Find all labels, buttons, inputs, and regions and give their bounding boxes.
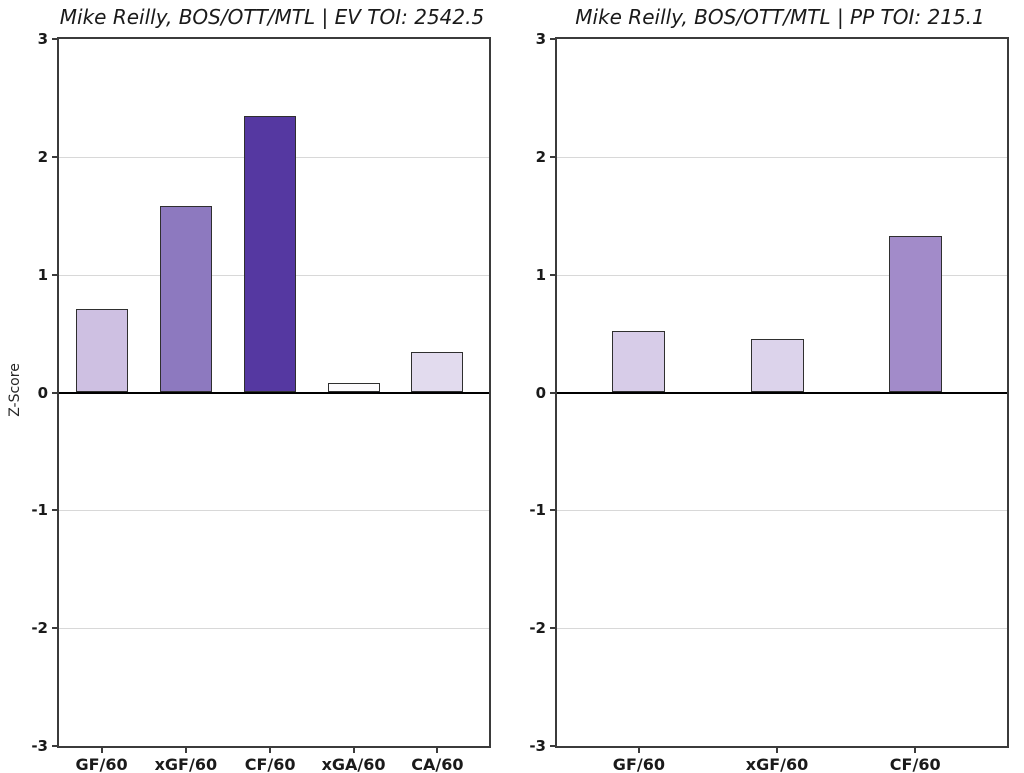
y-tick-label: 2	[37, 147, 48, 166]
y-tick-mark	[550, 745, 555, 747]
grid-line	[557, 510, 1007, 512]
bar-gf60	[612, 331, 666, 393]
x-tick-mark	[436, 748, 439, 753]
y-tick-label: -2	[31, 619, 48, 638]
y-tick-mark	[52, 273, 57, 276]
x-tick-mark	[637, 748, 640, 753]
x-tick-label: CF/60	[889, 755, 941, 773]
y-tick-mark	[550, 155, 555, 158]
y-tick-mark	[52, 627, 57, 630]
y-tick-label: -1	[529, 501, 546, 520]
x-tick-mark	[100, 748, 103, 753]
pp-chart-panel: Mike Reilly, BOS/OTT/MTL | PP TOI: 215.1…	[512, 0, 1024, 773]
y-tick-label: 1	[37, 265, 48, 284]
ev-plot-area	[57, 37, 491, 748]
x-tick-mark	[776, 748, 779, 753]
y-tick-mark	[52, 509, 57, 512]
zero-line	[59, 391, 489, 394]
grid-line	[557, 628, 1007, 630]
y-tick-mark	[52, 155, 57, 158]
x-tick-label: xGF/60	[154, 755, 218, 773]
bar-cf60	[888, 235, 942, 393]
y-tick-label: -3	[529, 737, 546, 755]
y-tick-label: 0	[535, 383, 546, 402]
grid-line	[557, 274, 1007, 276]
grid-line	[59, 628, 489, 630]
y-tick-mark	[550, 627, 555, 630]
y-tick-label: 0	[37, 383, 48, 402]
y-tick-label: 3	[37, 30, 48, 48]
y-tick-label: 1	[535, 265, 546, 284]
grid-line	[59, 510, 489, 512]
bar-cf60	[244, 115, 297, 393]
bar-ca60	[411, 352, 464, 393]
bar-xgf60	[750, 339, 804, 393]
y-tick-mark	[52, 745, 57, 747]
y-tick-label: -2	[529, 619, 546, 638]
y-tick-label: -3	[31, 737, 48, 755]
y-tick-mark	[550, 391, 555, 394]
x-tick-mark	[269, 748, 272, 753]
grid-line	[557, 156, 1007, 158]
y-tick-mark	[550, 273, 555, 276]
y-tick-mark	[550, 38, 555, 40]
x-tick-mark	[914, 748, 917, 753]
x-tick-label: CF/60	[244, 755, 296, 773]
pp-plot-area	[555, 37, 1009, 748]
pp-chart-title: Mike Reilly, BOS/OTT/MTL | PP TOI: 215.1	[575, 5, 985, 29]
y-tick-label: -1	[31, 501, 48, 520]
x-tick-label: GF/60	[75, 755, 128, 773]
x-tick-label: CA/60	[411, 755, 464, 773]
zero-line	[557, 391, 1007, 394]
x-tick-label: xGA/60	[321, 755, 386, 773]
x-tick-label: GF/60	[612, 755, 665, 773]
y-tick-mark	[52, 38, 57, 40]
y-tick-mark	[52, 391, 57, 394]
x-tick-label: xGF/60	[745, 755, 809, 773]
y-tick-label: 2	[535, 147, 546, 166]
bar-gf60	[75, 308, 128, 393]
x-tick-mark	[352, 748, 355, 753]
ev-chart-panel: Mike Reilly, BOS/OTT/MTL | EV TOI: 2542.…	[7, 5, 491, 773]
y-axis-label: Z-Score	[7, 363, 23, 417]
x-tick-mark	[184, 748, 187, 753]
y-tick-mark	[550, 509, 555, 512]
ev-chart-title: Mike Reilly, BOS/OTT/MTL | EV TOI: 2542.…	[59, 5, 485, 29]
y-tick-label: 3	[535, 30, 546, 48]
bar-xgf60	[159, 206, 212, 393]
